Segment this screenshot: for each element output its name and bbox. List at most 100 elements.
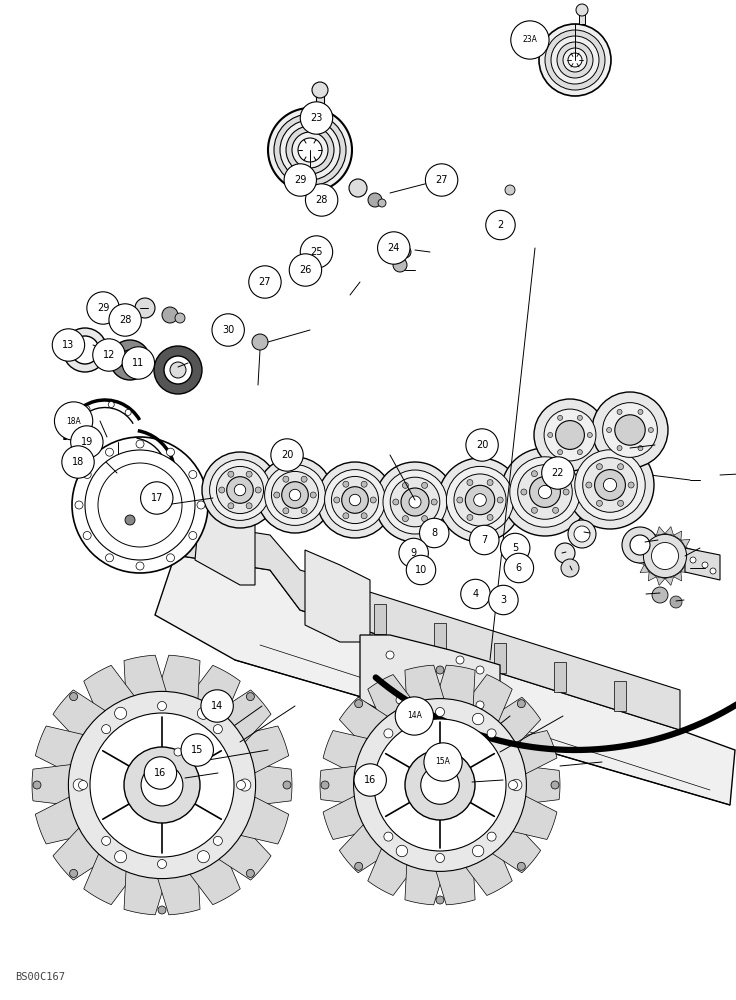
Circle shape bbox=[136, 440, 144, 448]
Text: 10: 10 bbox=[415, 565, 427, 575]
Polygon shape bbox=[360, 635, 500, 735]
Text: 13: 13 bbox=[63, 340, 74, 350]
Circle shape bbox=[431, 499, 437, 505]
Circle shape bbox=[461, 579, 490, 609]
Circle shape bbox=[399, 246, 411, 258]
Circle shape bbox=[368, 193, 382, 207]
Circle shape bbox=[93, 339, 125, 371]
Circle shape bbox=[246, 503, 252, 509]
Circle shape bbox=[325, 470, 386, 530]
Circle shape bbox=[228, 503, 234, 509]
Polygon shape bbox=[124, 871, 166, 915]
Circle shape bbox=[110, 340, 150, 380]
Text: 12: 12 bbox=[103, 350, 115, 360]
Polygon shape bbox=[316, 90, 324, 108]
Polygon shape bbox=[524, 766, 560, 804]
Circle shape bbox=[517, 465, 573, 519]
Circle shape bbox=[54, 402, 93, 440]
Circle shape bbox=[489, 585, 518, 615]
Circle shape bbox=[164, 356, 192, 384]
Circle shape bbox=[355, 700, 363, 708]
Circle shape bbox=[638, 409, 643, 414]
Circle shape bbox=[670, 596, 682, 608]
Circle shape bbox=[556, 421, 584, 449]
Polygon shape bbox=[32, 765, 71, 805]
Circle shape bbox=[530, 477, 560, 507]
Circle shape bbox=[175, 313, 185, 323]
Circle shape bbox=[566, 441, 654, 529]
Circle shape bbox=[238, 779, 251, 791]
Circle shape bbox=[181, 734, 213, 766]
Circle shape bbox=[510, 457, 580, 527]
Circle shape bbox=[395, 697, 434, 735]
Circle shape bbox=[141, 764, 183, 806]
Circle shape bbox=[476, 701, 484, 709]
Polygon shape bbox=[685, 548, 720, 580]
Circle shape bbox=[393, 499, 399, 505]
Circle shape bbox=[272, 471, 319, 519]
Polygon shape bbox=[241, 797, 289, 844]
Circle shape bbox=[331, 476, 378, 524]
Circle shape bbox=[83, 532, 91, 540]
Circle shape bbox=[578, 450, 582, 455]
Circle shape bbox=[405, 750, 475, 820]
Text: 19: 19 bbox=[81, 437, 93, 447]
Polygon shape bbox=[323, 731, 367, 774]
Circle shape bbox=[630, 535, 650, 555]
Circle shape bbox=[596, 500, 603, 506]
Circle shape bbox=[283, 781, 291, 789]
Text: 3: 3 bbox=[500, 595, 506, 605]
Circle shape bbox=[396, 713, 408, 725]
Circle shape bbox=[383, 470, 447, 534]
Circle shape bbox=[396, 696, 404, 704]
Circle shape bbox=[109, 304, 141, 336]
Circle shape bbox=[470, 525, 499, 555]
Polygon shape bbox=[492, 697, 541, 745]
Polygon shape bbox=[405, 865, 444, 905]
Circle shape bbox=[70, 869, 77, 877]
Circle shape bbox=[120, 350, 140, 370]
Circle shape bbox=[517, 862, 526, 870]
Text: 6: 6 bbox=[516, 563, 522, 573]
Polygon shape bbox=[253, 765, 292, 805]
Circle shape bbox=[378, 199, 386, 207]
Circle shape bbox=[105, 448, 113, 456]
Text: 29: 29 bbox=[294, 175, 306, 185]
Circle shape bbox=[558, 450, 562, 455]
Circle shape bbox=[651, 542, 679, 570]
Circle shape bbox=[213, 725, 222, 734]
Polygon shape bbox=[466, 849, 512, 895]
Circle shape bbox=[72, 437, 208, 573]
Circle shape bbox=[271, 439, 303, 471]
Circle shape bbox=[189, 532, 197, 540]
Circle shape bbox=[298, 138, 322, 162]
Circle shape bbox=[486, 210, 515, 240]
Circle shape bbox=[170, 362, 186, 378]
Polygon shape bbox=[320, 766, 355, 804]
Circle shape bbox=[52, 329, 85, 361]
Circle shape bbox=[563, 48, 587, 72]
Circle shape bbox=[343, 481, 349, 487]
Circle shape bbox=[509, 780, 517, 790]
Polygon shape bbox=[640, 539, 649, 547]
Text: 20: 20 bbox=[281, 450, 293, 460]
Circle shape bbox=[247, 693, 255, 701]
Polygon shape bbox=[636, 556, 644, 565]
Circle shape bbox=[102, 725, 110, 734]
Circle shape bbox=[386, 651, 394, 659]
Polygon shape bbox=[175, 520, 680, 730]
Circle shape bbox=[390, 477, 440, 527]
Circle shape bbox=[422, 482, 428, 488]
Circle shape bbox=[393, 258, 407, 272]
Circle shape bbox=[425, 164, 458, 196]
Circle shape bbox=[544, 409, 596, 461]
Circle shape bbox=[702, 562, 708, 568]
Circle shape bbox=[90, 713, 234, 857]
Circle shape bbox=[505, 185, 515, 195]
Circle shape bbox=[504, 553, 534, 583]
Circle shape bbox=[115, 851, 127, 863]
Circle shape bbox=[158, 859, 166, 868]
Circle shape bbox=[174, 748, 182, 756]
Circle shape bbox=[124, 747, 200, 823]
Polygon shape bbox=[84, 854, 134, 905]
